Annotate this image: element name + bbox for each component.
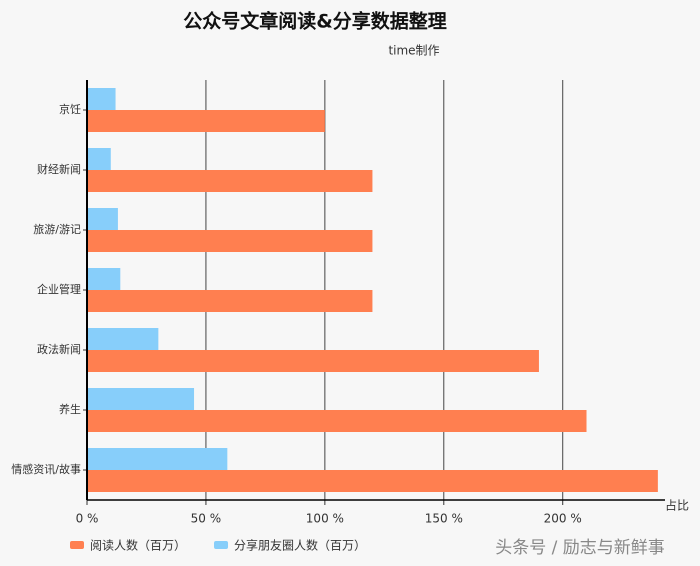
bar	[87, 290, 373, 312]
bar	[87, 388, 195, 410]
legend-swatch	[70, 541, 84, 549]
y-tick-label: 政法新闻	[37, 342, 81, 356]
bar	[87, 170, 373, 192]
bar	[87, 350, 539, 372]
x-tick-label: 200 %	[544, 512, 582, 526]
x-tick-label: 100 %	[306, 512, 344, 526]
bar	[87, 448, 228, 470]
legend-label: 阅读人数（百万）	[90, 538, 186, 553]
y-tick-label: 养生	[59, 402, 81, 416]
y-tick-label: 京饪	[59, 102, 81, 116]
bar	[87, 208, 118, 230]
x-tick-label: 150 %	[425, 512, 463, 526]
x-axis-label: 占比	[665, 498, 689, 513]
chart-title: 公众号文章阅读&分享数据整理	[183, 10, 447, 33]
bar	[87, 410, 587, 432]
legend-label: 分享朋友圈人数（百万）	[234, 538, 366, 553]
bar	[87, 110, 325, 132]
bar	[87, 470, 658, 492]
chart-subtitle: time制作	[388, 44, 439, 58]
bar	[87, 88, 116, 110]
x-tick-label: 0 %	[76, 512, 99, 526]
y-tick-label: 旅游/游记	[33, 222, 81, 236]
y-tick-label: 情感资讯/故事	[11, 462, 81, 476]
legend-swatch	[214, 541, 229, 549]
y-tick-label: 企业管理	[37, 282, 81, 296]
bar	[87, 268, 121, 290]
x-tick-label: 50 %	[191, 512, 222, 526]
bar	[87, 230, 373, 252]
y-tick-label: 财经新闻	[37, 162, 81, 176]
bar	[87, 328, 159, 350]
bar	[87, 148, 111, 170]
watermark: 头条号 / 励志与新鲜事	[495, 538, 665, 558]
